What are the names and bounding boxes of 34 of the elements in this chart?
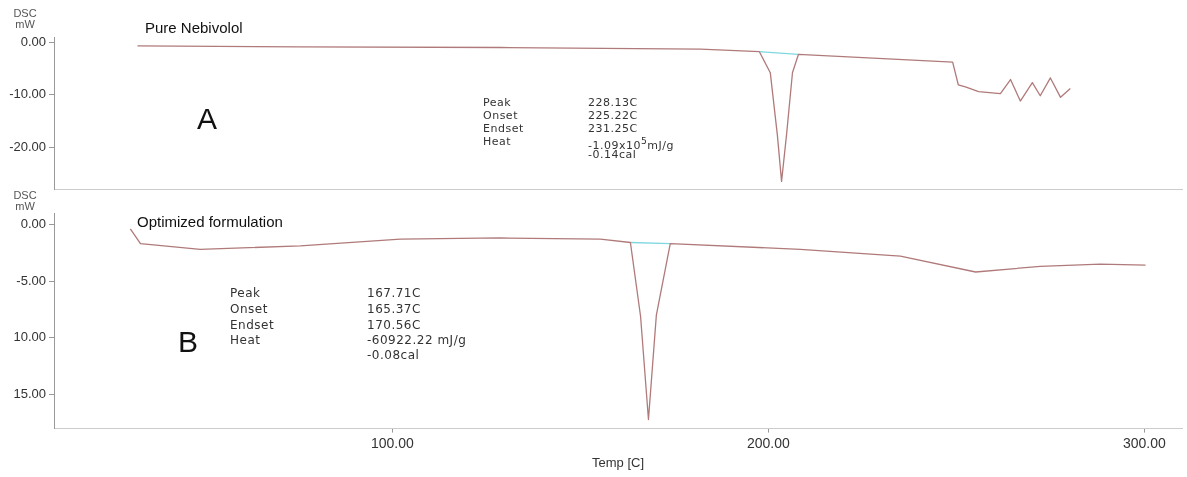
- annotation: 225.22C: [588, 109, 638, 122]
- x-tick-label: 100.00: [370, 434, 415, 451]
- annotation: Peak: [230, 286, 261, 300]
- annotation: Endset: [483, 122, 524, 135]
- y-tick-label: 0.00: [20, 33, 46, 49]
- annotation: A: [197, 102, 218, 135]
- annotation: 231.25C: [588, 122, 638, 135]
- annotation: -0.08cal: [367, 348, 420, 362]
- annotation: 165.37C: [367, 302, 421, 316]
- annotation: Heat: [483, 135, 512, 148]
- y-tick-label: 15.00: [13, 386, 46, 402]
- annotation: 167.71C: [367, 286, 421, 300]
- annotation: -0.14cal: [588, 148, 637, 161]
- chart-title: Pure Nebivolol: [145, 19, 243, 36]
- y-tick-label: -20.00: [9, 138, 46, 154]
- chart-title: Optimized formulation: [137, 213, 283, 230]
- annotation: 228.13C: [588, 96, 638, 109]
- y-axis-title: DSC mW: [12, 189, 38, 212]
- annotation: 170.56C: [367, 318, 421, 332]
- annotation: Onset: [483, 109, 518, 122]
- y-axis-title: DSC mW: [12, 7, 38, 30]
- y-tick-label: 0.00: [20, 215, 46, 231]
- x-tick-label: 200.00: [746, 434, 791, 451]
- annotation: B: [178, 325, 199, 358]
- x-axis-title: Temp [C]: [591, 454, 645, 470]
- annotation: Heat: [230, 333, 261, 347]
- y-tick-label: -5.00: [16, 272, 46, 288]
- annotation: Endset: [230, 318, 275, 332]
- y-tick-label: -10.00: [9, 86, 46, 102]
- annotation: Peak: [483, 96, 512, 109]
- y-tick-label: 10.00: [13, 329, 46, 345]
- annotation: Onset: [230, 302, 268, 316]
- x-tick-label: 300.00: [1122, 434, 1167, 451]
- annotation: -60922.22 mJ/g: [367, 333, 467, 347]
